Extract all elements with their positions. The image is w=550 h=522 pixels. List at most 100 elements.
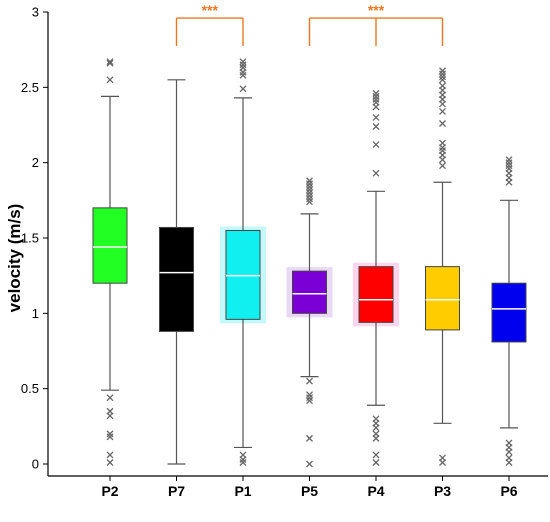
outlier-marker — [439, 156, 446, 164]
outlier-marker — [106, 58, 114, 66]
outlier-stroke — [372, 141, 380, 149]
x-tick-label: P2 — [101, 483, 118, 499]
outlier-marker — [505, 448, 513, 456]
outlier-marker — [239, 85, 247, 93]
box-p3 — [425, 266, 460, 331]
outlier-stroke — [372, 451, 380, 459]
y-axis-label: velocity (m/s) — [5, 204, 24, 313]
outlier-stroke — [306, 198, 313, 206]
outliers — [106, 58, 513, 468]
medians — [93, 246, 526, 310]
sig-label: *** — [202, 2, 219, 18]
outlier-marker — [306, 189, 313, 197]
outlier-marker — [239, 459, 247, 466]
outlier-stroke — [439, 67, 446, 75]
outlier-marker — [372, 92, 380, 100]
outlier-marker — [106, 59, 114, 67]
outlier-marker — [306, 180, 313, 188]
box-p2 — [92, 207, 128, 284]
outlier-stroke — [306, 394, 313, 402]
y-tick-label: 1 — [32, 306, 39, 321]
outlier-stroke — [372, 95, 380, 103]
box-p1 — [225, 229, 261, 320]
outlier-marker — [505, 459, 513, 466]
outlier-stroke — [372, 169, 380, 177]
outlier-marker — [306, 195, 313, 203]
outlier-marker — [439, 120, 446, 127]
outlier-marker — [106, 451, 114, 459]
x-tick-label: P4 — [367, 483, 384, 499]
outlier-stroke — [372, 103, 380, 111]
outlier-stroke — [505, 448, 513, 456]
outlier-stroke — [372, 459, 380, 466]
outlier-marker — [372, 89, 380, 97]
outlier-marker — [372, 95, 380, 103]
outlier-marker — [306, 391, 313, 399]
outlier-marker — [372, 114, 380, 121]
outlier-marker — [306, 460, 313, 468]
outlier-marker — [439, 76, 446, 84]
x-tick-label: P7 — [168, 483, 185, 499]
outlier-stroke — [439, 100, 446, 108]
outlier-marker — [372, 141, 380, 149]
outlier-marker — [306, 377, 313, 385]
y-tick-label: 2 — [32, 155, 39, 170]
outlier-stroke — [106, 76, 114, 84]
x-tick-label: P6 — [500, 483, 517, 499]
y-tick-label: 0.5 — [21, 381, 39, 396]
box-p5 — [292, 270, 327, 314]
boxes — [92, 207, 527, 343]
outlier-stroke — [439, 76, 446, 84]
outlier-stroke — [106, 412, 114, 420]
outlier-marker — [372, 169, 380, 177]
outlier-stroke — [239, 459, 247, 466]
outlier-marker — [106, 76, 114, 84]
outlier-stroke — [306, 180, 313, 188]
outlier-stroke — [372, 434, 380, 442]
outlier-stroke — [505, 178, 513, 186]
outlier-marker — [106, 430, 114, 438]
outlier-stroke — [505, 459, 513, 466]
outlier-marker — [239, 71, 247, 79]
outlier-marker — [439, 162, 446, 170]
box-p4 — [358, 266, 394, 323]
x-tick-label: P1 — [234, 483, 251, 499]
outlier-stroke — [505, 162, 513, 170]
outlier-stroke — [306, 195, 313, 203]
outlier-marker — [439, 73, 446, 81]
outlier-marker — [306, 186, 313, 194]
outlier-marker — [239, 58, 247, 66]
outlier-marker — [372, 459, 380, 466]
outlier-marker — [306, 177, 313, 185]
outlier-stroke — [439, 144, 446, 152]
outlier-marker — [306, 183, 313, 191]
outlier-stroke — [439, 70, 446, 78]
outlier-marker — [505, 162, 513, 170]
outlier-stroke — [106, 459, 114, 466]
outlier-marker — [106, 459, 114, 466]
outlier-marker — [306, 198, 313, 206]
outlier-stroke — [306, 460, 313, 468]
outlier-marker — [439, 144, 446, 152]
outlier-stroke — [106, 58, 114, 66]
outlier-marker — [505, 156, 513, 164]
box-p6 — [491, 282, 527, 343]
outlier-stroke — [239, 71, 247, 79]
outlier-stroke — [106, 394, 114, 402]
outlier-marker — [306, 192, 313, 200]
outlier-stroke — [505, 156, 513, 164]
box-p7 — [159, 226, 194, 332]
outlier-stroke — [306, 183, 313, 191]
outlier-stroke — [306, 186, 313, 194]
y-tick-label: 0 — [32, 457, 39, 472]
outlier-marker — [106, 394, 114, 402]
outlier-marker — [505, 159, 513, 167]
outlier-stroke — [439, 120, 446, 127]
outlier-stroke — [106, 430, 114, 438]
y-tick-label: 2.5 — [21, 80, 39, 95]
x-tick-label: P3 — [434, 483, 451, 499]
outlier-stroke — [439, 459, 446, 466]
outlier-stroke — [439, 107, 446, 115]
outlier-stroke — [239, 61, 247, 69]
